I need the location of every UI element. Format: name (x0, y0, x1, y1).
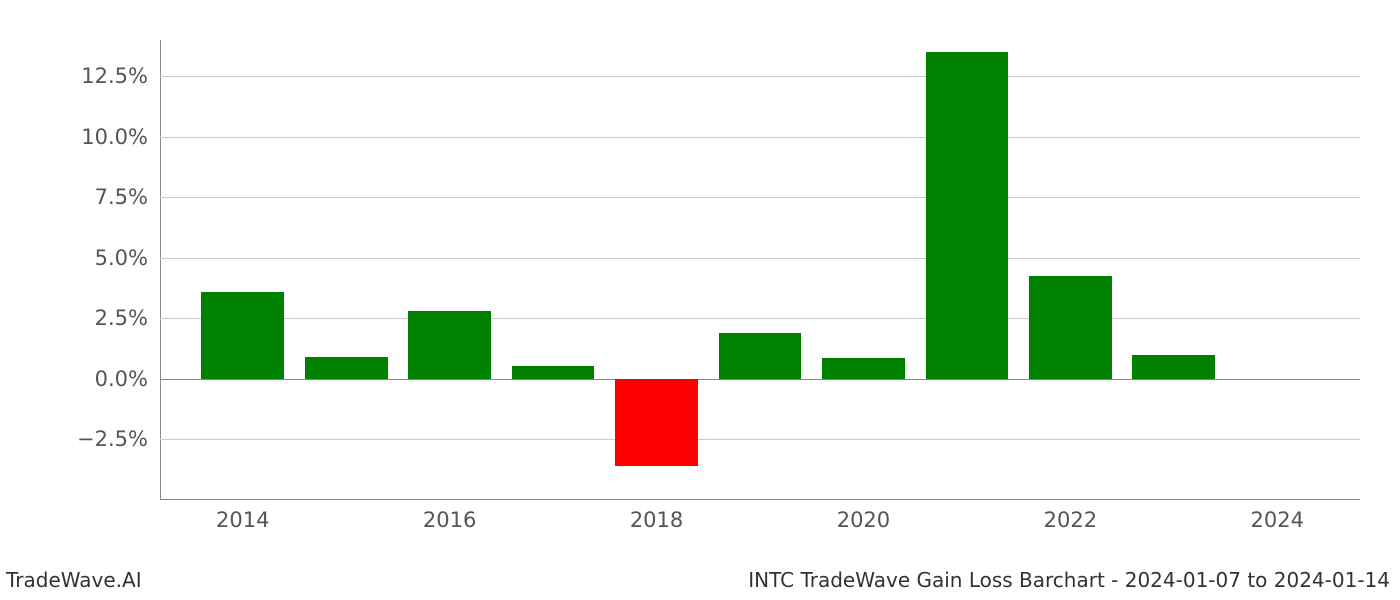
y-tick-label: 12.5% (8, 64, 148, 88)
x-tick-label: 2016 (423, 508, 476, 532)
x-tick-label: 2020 (837, 508, 890, 532)
gridline (160, 76, 1360, 77)
y-tick-label: 0.0% (8, 367, 148, 391)
y-tick-label: 5.0% (8, 246, 148, 270)
bar (615, 379, 698, 466)
y-tick-label: 10.0% (8, 125, 148, 149)
x-tick-label: 2018 (630, 508, 683, 532)
gridline (160, 258, 1360, 259)
bar (1132, 355, 1215, 379)
chart-container: −2.5%0.0%2.5%5.0%7.5%10.0%12.5%201420162… (160, 40, 1360, 530)
y-tick-label: 7.5% (8, 185, 148, 209)
y-tick-label: 2.5% (8, 306, 148, 330)
x-tick-label: 2014 (216, 508, 269, 532)
gridline (160, 197, 1360, 198)
bar (1029, 276, 1112, 379)
plot-area: −2.5%0.0%2.5%5.0%7.5%10.0%12.5%201420162… (160, 40, 1360, 500)
y-tick-label: −2.5% (8, 427, 148, 451)
gridline (160, 137, 1360, 138)
x-tick-label: 2024 (1251, 508, 1304, 532)
gridline (160, 439, 1360, 440)
bar (926, 52, 1009, 379)
footer-left-label: TradeWave.AI (6, 568, 142, 592)
bar (408, 311, 491, 379)
bar (201, 292, 284, 379)
y-axis-spine (160, 40, 161, 500)
bar (719, 333, 802, 379)
bar (512, 366, 595, 379)
gridline (160, 318, 1360, 319)
bar (822, 358, 905, 379)
footer-right-label: INTC TradeWave Gain Loss Barchart - 2024… (748, 568, 1390, 592)
bar (305, 357, 388, 379)
x-tick-label: 2022 (1044, 508, 1097, 532)
gridline (160, 379, 1360, 380)
